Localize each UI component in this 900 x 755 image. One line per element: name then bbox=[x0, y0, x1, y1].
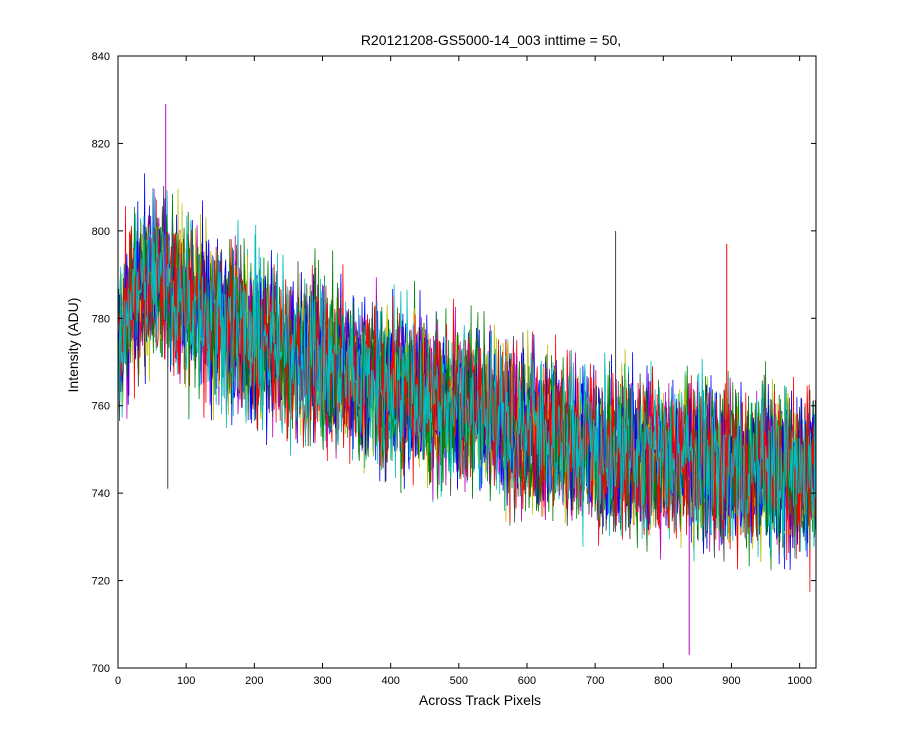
x-tick-label: 200 bbox=[245, 675, 263, 687]
plot-frame bbox=[117, 55, 817, 669]
x-tick-label: 800 bbox=[654, 675, 672, 687]
y-axis-label: Intensity (ADU) bbox=[65, 298, 81, 393]
y-tick-label: 700 bbox=[92, 663, 110, 675]
x-tick-label: 900 bbox=[722, 675, 740, 687]
x-tick-label: 700 bbox=[586, 675, 604, 687]
x-tick-label: 300 bbox=[313, 675, 331, 687]
x-tick-label: 600 bbox=[518, 675, 536, 687]
x-tick-label: 1000 bbox=[787, 675, 811, 687]
y-tick-label: 780 bbox=[92, 313, 110, 325]
chart-title: R20121208-GS5000-14_003 inttime = 50, bbox=[361, 32, 621, 48]
series-layer bbox=[118, 104, 816, 655]
y-tick-label: 820 bbox=[92, 138, 110, 150]
series-line bbox=[118, 213, 816, 558]
x-tick-label: 400 bbox=[381, 675, 399, 687]
y-axis: 700 720 740 760 780 800 820 840 bbox=[92, 51, 816, 675]
y-tick-label: 720 bbox=[92, 576, 110, 588]
x-axis: 0 100 200 300 400 500 600 700 800 900 1000 bbox=[115, 56, 812, 687]
x-tick-label: 100 bbox=[177, 675, 195, 687]
x-axis-label: Across Track Pixels bbox=[419, 692, 541, 708]
y-tick-label: 840 bbox=[92, 51, 110, 63]
y-tick-label: 800 bbox=[92, 226, 110, 238]
x-tick-label: 0 bbox=[115, 675, 121, 687]
y-tick-label: 760 bbox=[92, 401, 110, 413]
y-tick-label: 740 bbox=[92, 488, 110, 500]
x-tick-label: 500 bbox=[450, 675, 468, 687]
